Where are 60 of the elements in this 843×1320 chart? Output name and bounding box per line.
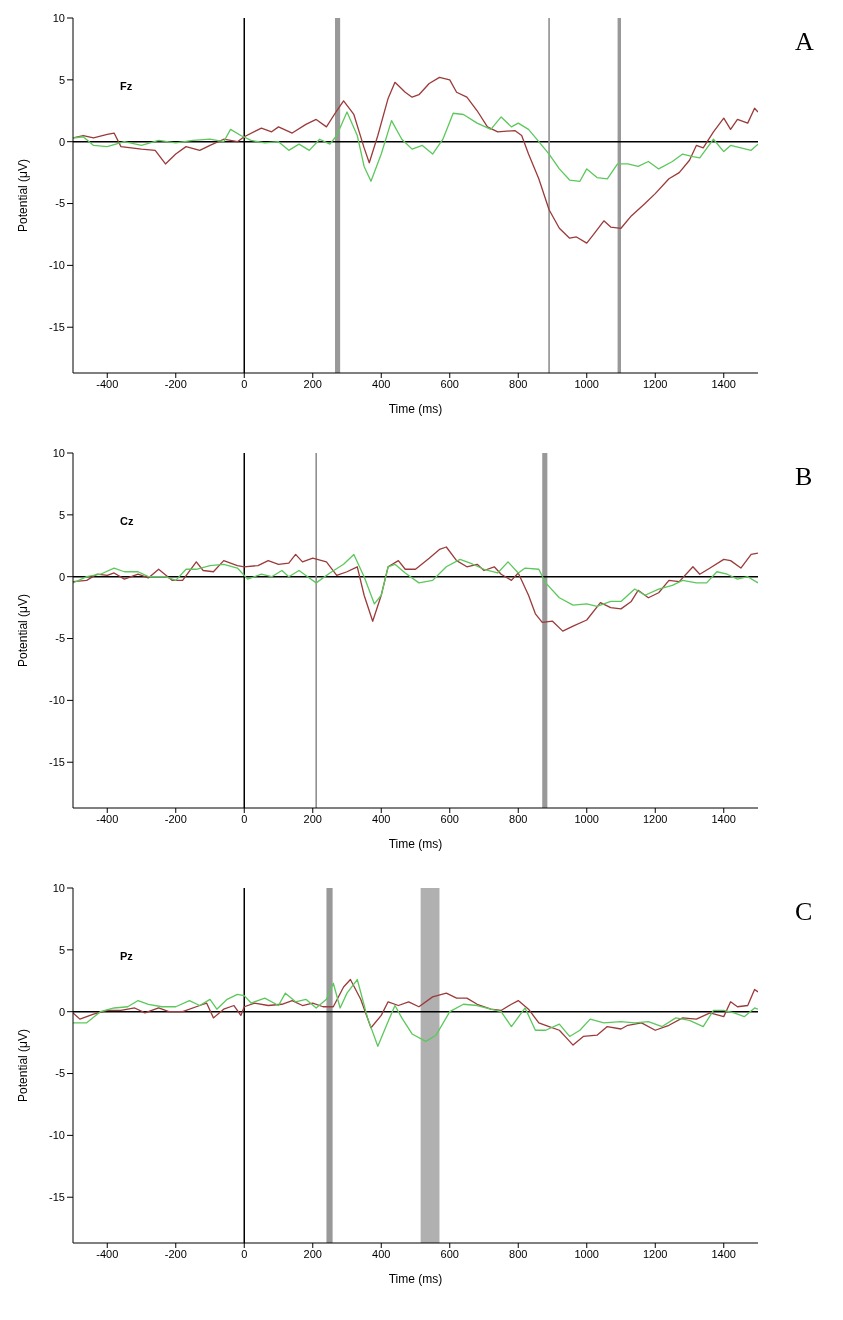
y-axis-title: Potential (μV): [16, 159, 31, 232]
x-tick-label: 1400: [711, 377, 736, 390]
x-tick-label: 600: [440, 377, 459, 390]
y-tick-label: -15: [49, 756, 65, 769]
y-tick-label: 10: [52, 881, 65, 894]
y-tick-label: 5: [58, 508, 65, 521]
y-tick-label: 5: [58, 73, 65, 86]
x-tick-label: 400: [372, 1247, 391, 1260]
x-tick-label: 600: [440, 1247, 459, 1260]
y-tick-label: -15: [49, 321, 65, 334]
y-tick-label: 0: [58, 135, 65, 148]
y-tick-label: 0: [58, 570, 65, 583]
x-tick-label: 800: [509, 812, 528, 825]
x-tick-label: 1200: [643, 377, 668, 390]
x-tick-label: 1000: [574, 812, 599, 825]
y-tick-label: -5: [55, 632, 65, 645]
x-tick-label: -200: [164, 812, 187, 825]
x-tick-label: 0: [241, 812, 248, 825]
y-tick-label: -5: [55, 1067, 65, 1080]
x-axis-title: Time (ms): [388, 1272, 443, 1286]
x-tick-label: -400: [96, 1247, 119, 1260]
x-tick-label: 200: [303, 812, 322, 825]
x-axis-title: Time (ms): [388, 402, 443, 416]
y-tick-label: 10: [52, 446, 65, 459]
y-axis-title: Potential (μV): [16, 594, 31, 667]
y-axis-title: Potential (μV): [16, 1029, 31, 1102]
text: B: [795, 462, 813, 491]
x-tick-label: 400: [372, 812, 391, 825]
x-tick-label: 200: [303, 1247, 322, 1260]
y-tick-label: -10: [49, 259, 65, 272]
x-tick-label: 400: [372, 377, 391, 390]
x-tick-label: -200: [164, 1247, 187, 1260]
x-axis-title: Time (ms): [388, 837, 443, 851]
y-tick-label: 10: [52, 11, 65, 24]
x-tick-label: 0: [241, 377, 248, 390]
y-tick-label: -5: [55, 197, 65, 210]
x-tick-label: 1400: [711, 1247, 736, 1260]
x-tick-label: 1000: [574, 1247, 599, 1260]
text: Pz: [120, 950, 133, 962]
text: Cz: [120, 515, 134, 527]
y-tick-label: 5: [58, 943, 65, 956]
x-tick-label: 600: [440, 812, 459, 825]
text: C: [795, 897, 813, 926]
x-tick-label: 1200: [643, 1247, 668, 1260]
text: Fz: [120, 80, 133, 92]
text: A: [795, 27, 814, 56]
x-tick-label: -200: [164, 377, 187, 390]
x-tick-label: 1400: [711, 812, 736, 825]
y-tick-label: 0: [58, 1005, 65, 1018]
x-tick-label: 1000: [574, 377, 599, 390]
x-tick-label: 800: [509, 377, 528, 390]
x-tick-label: 200: [303, 377, 322, 390]
x-tick-label: 800: [509, 1247, 528, 1260]
x-tick-label: 1200: [643, 812, 668, 825]
x-tick-label: 0: [241, 1247, 248, 1260]
y-tick-label: -10: [49, 1129, 65, 1142]
x-tick-label: -400: [96, 377, 119, 390]
y-tick-label: -15: [49, 1191, 65, 1204]
y-tick-label: -10: [49, 694, 65, 707]
x-tick-label: -400: [96, 812, 119, 825]
